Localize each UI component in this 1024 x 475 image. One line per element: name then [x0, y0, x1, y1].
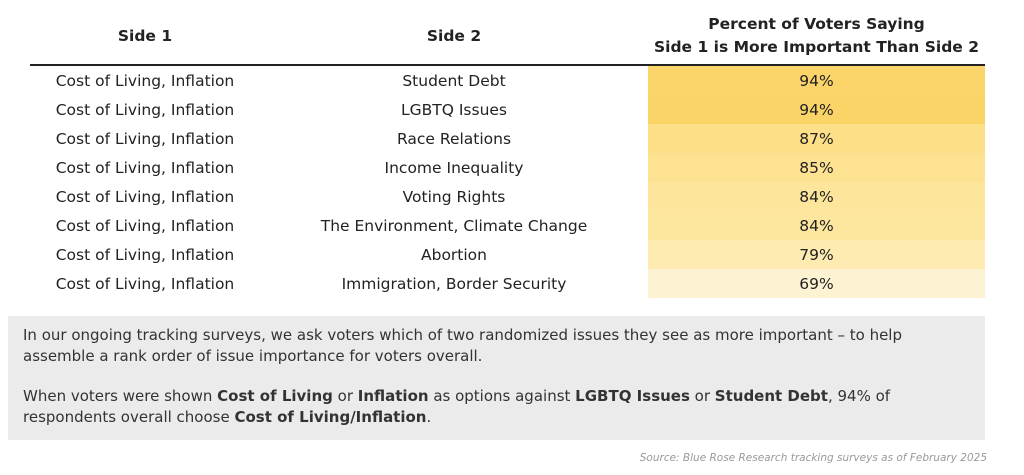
cell: Income Inequality — [384, 158, 524, 177]
note-text: or — [689, 387, 715, 405]
note-text: Inflation — [357, 387, 429, 405]
cell: Cost of Living, Inflation — [55, 274, 235, 293]
note-box: In our ongoing tracking surveys, we ask … — [8, 316, 985, 440]
cell: LGBTQ Issues — [400, 100, 508, 119]
note-text: When voters were shown — [23, 387, 218, 405]
table-row: Cost of Living, Inflation LGBTQ Issues 94% — [30, 95, 985, 124]
cell: 85% — [648, 153, 985, 182]
header-cell: Side 2 — [426, 26, 482, 45]
header-cell: Percent of Voters Saying Side 1 is More I… — [648, 8, 985, 65]
cell: Cost of Living, Inflation — [55, 129, 235, 148]
header-line: Percent of Voters Saying — [708, 15, 925, 33]
table-row: Cost of Living, Inflation Immigration, Bo… — [30, 269, 985, 298]
note-paragraph: When voters were shown Cost of Living or… — [23, 386, 970, 428]
note-text: as options against — [428, 387, 576, 405]
cell: Cost of Living, Inflation — [55, 158, 235, 177]
header-row: Side 1 Side 2 Percent of Voters Saying Side… — [30, 8, 985, 65]
cell: Cost of Living, Inflation — [55, 216, 235, 235]
comparison-table: Side 1 Side 2 Percent of Voters Saying Side… — [30, 8, 985, 298]
table-row: Cost of Living, Inflation Abortion 79% — [30, 240, 985, 269]
cell: Cost of Living, Inflation — [55, 71, 235, 90]
table-row: Cost of Living, Inflation The Environment… — [30, 211, 985, 240]
note-paragraph: In our ongoing tracking surveys, we ask … — [23, 325, 970, 367]
cell: The Environment, Climate Change — [320, 216, 588, 235]
cell: 84% — [648, 182, 985, 211]
cell: 87% — [648, 124, 985, 153]
note-text: Student Debt — [714, 387, 828, 405]
cell: Student Debt — [402, 71, 506, 90]
cell: 84% — [648, 211, 985, 240]
cell: Voting Rights — [402, 187, 506, 206]
note-text: or — [332, 387, 358, 405]
cell: Cost of Living, Inflation — [55, 187, 235, 206]
cell: 69% — [648, 269, 985, 298]
table-row: Cost of Living, Inflation Student Debt 94% — [30, 65, 985, 95]
cell: Immigration, Border Security — [341, 274, 567, 293]
cell: Race Relations — [396, 129, 512, 148]
table-row: Cost of Living, Inflation Income Inequali… — [30, 153, 985, 182]
note-text: Cost of Living/Inflation — [234, 408, 427, 426]
cell: Abortion — [421, 245, 487, 264]
header-cell: Side 1 — [117, 26, 173, 45]
note-text: , 94% of respondents overall choose — [23, 387, 891, 426]
cell: Cost of Living, Inflation — [55, 100, 235, 119]
note-text: . — [426, 408, 432, 426]
note-text: LGBTQ Issues — [575, 387, 690, 405]
table-row: Cost of Living, Inflation Race Relations 8… — [30, 124, 985, 153]
cell: 79% — [648, 240, 985, 269]
note-text: Cost of Living — [217, 387, 333, 405]
table-row: Cost of Living, Inflation Voting Rights 84… — [30, 182, 985, 211]
source: Source: Blue Rose Research tracking surv… — [639, 452, 987, 464]
header-line: Side 1 is More Important Than Side 2 — [653, 38, 979, 56]
cell: 94% — [648, 65, 985, 95]
cell: Cost of Living, Inflation — [55, 245, 235, 264]
cell: 94% — [648, 95, 985, 124]
note-text: In our ongoing tracking surveys, we ask … — [23, 326, 902, 365]
